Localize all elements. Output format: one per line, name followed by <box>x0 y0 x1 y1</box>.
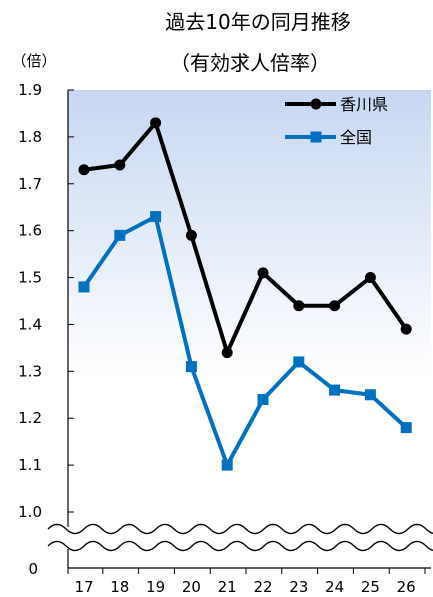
series-line-0 <box>83 120 408 355</box>
legend-label: 全国 <box>340 128 372 147</box>
x-tick-label: 23 <box>289 578 308 596</box>
axis-break <box>47 523 433 552</box>
y-tick-label: 1.7 <box>18 175 42 193</box>
y-tick-label: 1.8 <box>18 128 42 146</box>
y-tick-label: 1.9 <box>18 81 42 99</box>
x-tick-label: 24 <box>325 578 344 596</box>
legend-label: 香川県 <box>340 95 388 114</box>
y-tick-label: 1.1 <box>18 456 42 474</box>
data-point <box>293 300 305 312</box>
x-tick-label: 20 <box>182 578 201 596</box>
data-point <box>221 347 233 359</box>
data-point <box>114 159 126 171</box>
data-point <box>78 164 90 176</box>
series-layer <box>78 117 412 471</box>
y-tick-label: 1.2 <box>18 409 42 427</box>
x-tick-label: 22 <box>253 578 272 596</box>
data-point <box>150 117 162 129</box>
legend-marker <box>310 131 322 143</box>
chart-subtitle: （有効求人倍率） <box>170 51 330 75</box>
y-axis-unit: （倍） <box>11 52 56 70</box>
series-line-1 <box>82 214 408 468</box>
y-tick-label: 1.6 <box>18 222 42 240</box>
x-tick-label: 19 <box>146 578 165 596</box>
y-zero-label: 0 <box>28 560 38 578</box>
axis-break-wave-bottom <box>47 540 433 552</box>
y-axis: 1.9 1.8 1.7 1.6 1.5 1.4 1.3 1.2 1.1 1.0 0 <box>18 81 74 578</box>
y-tick-label: 1.0 <box>18 503 42 521</box>
data-point <box>185 361 197 373</box>
data-point <box>185 229 197 241</box>
data-point <box>150 211 162 223</box>
legend-marker <box>310 98 322 110</box>
x-tick-label: 17 <box>74 578 93 596</box>
axis-break-band <box>48 527 433 549</box>
plot-background <box>68 90 431 568</box>
data-point <box>329 384 341 396</box>
data-point <box>221 459 233 471</box>
data-point <box>400 323 412 335</box>
data-point <box>257 267 269 279</box>
data-point <box>329 300 341 312</box>
data-point <box>293 356 305 368</box>
data-point <box>114 229 126 241</box>
chart-title: 過去10年の同月推移 <box>165 10 350 34</box>
x-tick-label: 18 <box>110 578 129 596</box>
x-axis: 17 18 19 20 21 22 23 24 25 26 <box>67 567 431 596</box>
y-tick-label: 1.5 <box>18 269 42 287</box>
data-point <box>257 393 269 405</box>
data-point <box>364 389 376 401</box>
x-tick-label: 21 <box>218 578 237 596</box>
data-point <box>364 272 376 284</box>
data-point <box>78 281 90 293</box>
data-point <box>400 422 412 434</box>
y-tick-label: 1.3 <box>18 362 42 380</box>
axis-break-wave-top <box>47 523 433 535</box>
x-tick-label: 26 <box>397 578 416 596</box>
y-tick-label: 1.4 <box>18 315 42 333</box>
x-tick-label: 25 <box>361 578 380 596</box>
